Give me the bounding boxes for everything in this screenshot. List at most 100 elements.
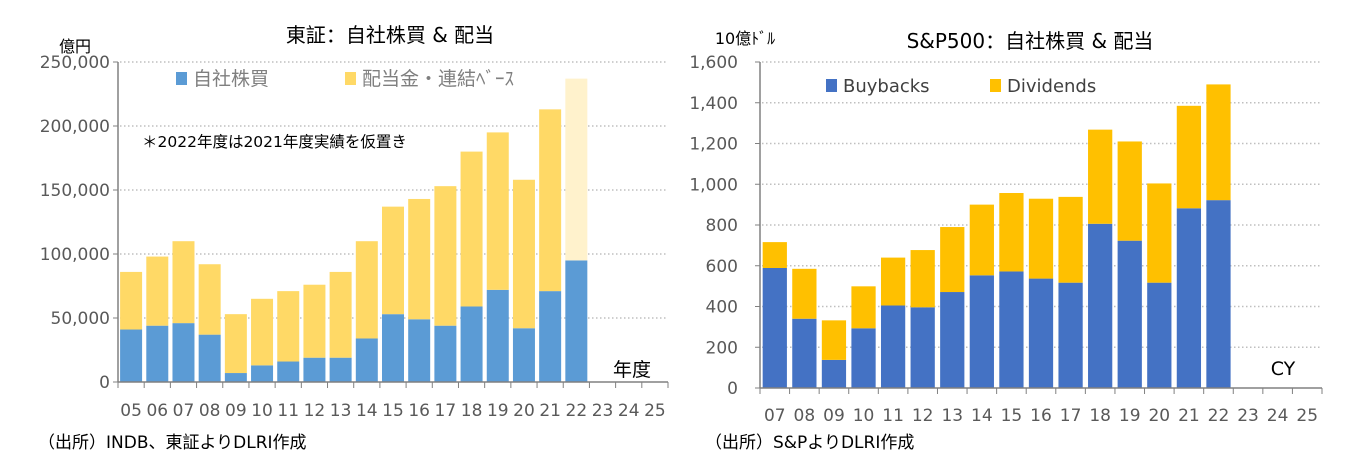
y-tick-label: 100,000 [40,245,110,265]
y-tick-label: 400 [706,298,738,318]
chart-title: S&P500：自社株買 & 配当 [907,29,1154,53]
y-tick-label: 600 [706,257,738,277]
bar-dividend-14 [969,204,994,276]
bar-dividend-21 [539,109,562,292]
x-tick-label: 18 [1089,406,1111,426]
bar-buyback-09 [224,373,247,382]
y-tick-label: 250,000 [40,53,110,73]
legend-swatch [826,79,837,92]
bar-buyback-21 [1176,208,1202,388]
y-axis-unit: 10億ﾄﾞﾙ [715,29,775,48]
bar-dividend-21 [1176,105,1202,209]
x-tick-label: 15 [382,401,404,421]
bar-buyback-05 [120,329,143,382]
legend-label: 配当金・連結ﾍﾞｰｽ [362,68,514,90]
x-tick-label: 10 [251,401,273,421]
bar-dividend-09 [224,314,247,374]
x-tick-label: 07 [173,401,195,421]
bar-dividend-16 [408,198,431,320]
bar-buyback-22 [565,260,588,382]
y-axis-unit: 億円 [59,37,91,56]
bar-dividend-06 [146,256,169,326]
bar-buyback-13 [329,357,352,382]
x-tick-label: 08 [199,401,221,421]
bar-dividend-10 [851,286,876,329]
x-tick-label: 12 [912,406,934,426]
x-tick-label: 17 [435,401,457,421]
bar-dividend-19 [1117,141,1142,241]
bar-buyback-16 [408,319,431,382]
bar-buyback-12 [303,357,326,382]
y-tick-label: 0 [99,373,110,393]
x-tick-label: 23 [592,401,614,421]
legend-label: Dividends [1007,76,1096,97]
bar-buyback-14 [355,338,378,382]
legend-swatch [345,72,356,85]
bar-dividend-22 [1206,84,1231,201]
y-tick-label: 50,000 [51,309,110,329]
bar-buyback-14 [969,275,994,388]
x-tick-label: 24 [618,401,640,421]
y-tick-label: 800 [706,216,738,236]
x-tick-label: 05 [120,401,142,421]
bar-buyback-10 [851,328,876,388]
bar-dividend-18 [460,151,483,307]
bar-dividend-20 [512,179,535,329]
x-tick-label: 24 [1267,406,1289,426]
annotation-note: ＊2022年度は2021年度実績を仮置き [142,133,407,151]
bar-buyback-07 [172,323,195,382]
bar-buyback-21 [539,291,562,382]
x-axis-label: CY [1271,358,1296,380]
y-tick-label: 1,600 [689,53,738,73]
bar-buyback-08 [198,334,221,382]
bar-dividend-12 [910,250,935,308]
bar-buyback-15 [999,271,1024,388]
bar-dividend-08 [198,264,221,335]
x-tick-label: 07 [764,406,786,426]
bar-buyback-19 [486,289,509,382]
bar-dividend-11 [880,257,906,306]
bar-dividend-07 [762,242,787,268]
bar-dividend-10 [251,298,274,366]
bar-buyback-07 [762,267,787,388]
chart-title: 東証：自社株買 & 配当 [286,23,494,47]
y-tick-label: 150,000 [40,181,110,201]
x-tick-label: 20 [513,401,535,421]
bar-dividend-22 [565,78,588,261]
x-tick-label: 13 [941,406,963,426]
source-note: （出所）INDB、東証よりDLRI作成 [38,433,307,453]
x-tick-label: 10 [853,406,875,426]
chart-2: 0 200 400 600 800 1,000 1,200 1,400 1,600 07 08 09 1… [689,29,1323,453]
x-tick-label: 25 [644,401,666,421]
x-tick-label: 11 [277,401,299,421]
x-tick-label: 15 [1001,406,1023,426]
bar-dividend-13 [329,271,352,358]
legend-label: 自社株買 [193,68,269,90]
bar-buyback-06 [146,325,169,382]
bar-dividend-09 [821,320,847,360]
bar-buyback-09 [821,359,847,388]
bar-buyback-22 [1206,200,1231,388]
bar-buyback-19 [1117,240,1142,388]
x-tick-label: 22 [566,401,588,421]
legend-swatch [990,79,1001,92]
x-tick-label: 14 [356,401,378,421]
x-tick-label: 20 [1148,406,1170,426]
x-tick-label: 21 [539,401,561,421]
bar-dividend-17 [1058,196,1083,283]
x-tick-label: 19 [487,401,509,421]
x-tick-label: 16 [1030,406,1052,426]
bar-dividend-13 [940,227,965,293]
bar-buyback-11 [880,305,906,388]
x-tick-label: 11 [882,406,904,426]
y-tick-label: 1,400 [689,94,738,114]
x-tick-label: 09 [823,406,845,426]
x-tick-label: 08 [794,406,816,426]
bar-buyback-08 [792,318,817,388]
y-tick-label: 1,000 [689,175,738,195]
x-axis-label: 年度 [613,359,651,381]
bar-dividend-08 [792,268,817,319]
source-note: （出所）S&PよりDLRI作成 [705,433,914,453]
